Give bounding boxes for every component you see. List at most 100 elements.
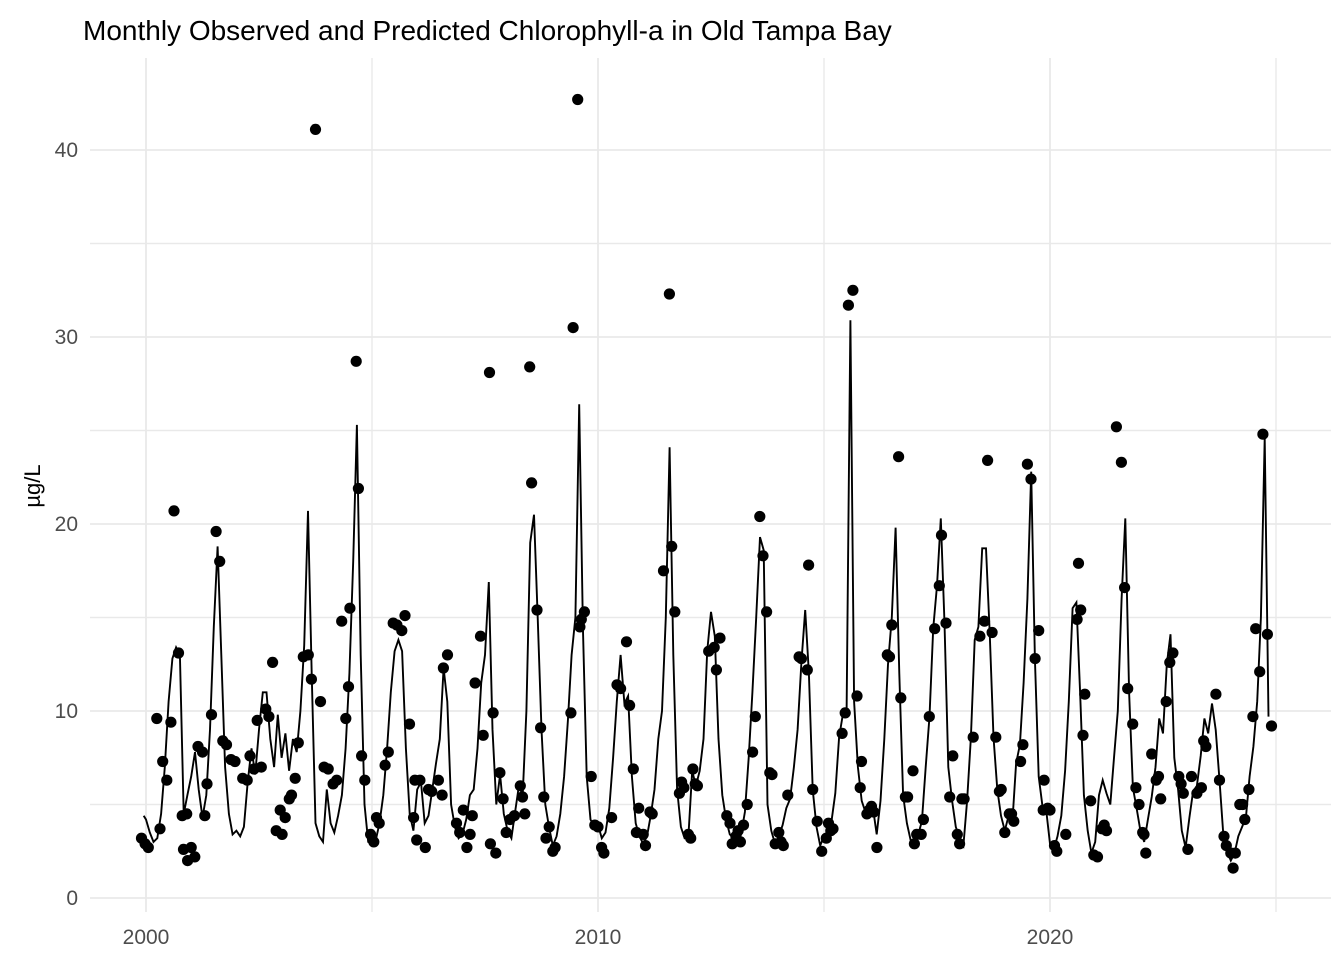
observed-point [1265, 720, 1278, 732]
observed-point [567, 322, 579, 334]
observed-point [305, 673, 317, 685]
observed-point [923, 711, 935, 723]
observed-point [1130, 782, 1142, 794]
observed-point [1243, 783, 1255, 796]
observed-point [766, 769, 778, 781]
observed-point [302, 649, 314, 661]
observed-point [678, 782, 690, 794]
observed-point [1250, 623, 1262, 635]
observed-point [1152, 770, 1165, 783]
observed-point [714, 632, 726, 644]
observed-point [639, 840, 652, 852]
observed-point [710, 664, 723, 676]
observed-point [795, 653, 808, 665]
observed-point [181, 808, 193, 820]
observed-point [1017, 739, 1029, 751]
observed-point [411, 834, 423, 846]
observed-point [585, 770, 597, 783]
observed-point [352, 482, 364, 495]
observed-point [426, 785, 438, 798]
observed-point [637, 828, 649, 841]
observed-point [399, 610, 411, 622]
observed-point [747, 746, 759, 758]
observed-point [886, 619, 898, 631]
y-axis-tick-labels: 0 10 20 30 40 [55, 139, 78, 910]
observed-point [754, 510, 766, 523]
observed-point [414, 774, 426, 786]
observed-point [847, 284, 859, 296]
observed-point [309, 123, 322, 135]
observed-point [761, 606, 773, 618]
observed-point [851, 690, 863, 702]
observed-point [990, 731, 1002, 743]
observed-point [685, 832, 697, 844]
observed-point [1085, 795, 1097, 807]
observed-point [531, 604, 543, 616]
observed-point [871, 841, 883, 854]
observed-point [839, 707, 851, 719]
y-tick-label: 0 [66, 887, 78, 910]
observed-point [1175, 778, 1187, 790]
observed-point [666, 540, 678, 553]
observed-point [724, 817, 736, 829]
observed-point [624, 699, 636, 712]
observed-point [1237, 798, 1249, 811]
observed-point [944, 791, 956, 803]
observed-point [1213, 774, 1226, 786]
observed-point [1182, 843, 1194, 856]
observed-point [1247, 711, 1259, 723]
observed-point [1140, 847, 1152, 859]
observed-point [1029, 653, 1041, 665]
observed-point [450, 817, 463, 829]
observed-point [359, 774, 371, 786]
observed-point [279, 812, 291, 824]
observed-point [598, 847, 610, 859]
observed-point [578, 606, 591, 618]
observed-point [344, 602, 356, 614]
observed-point [484, 838, 496, 850]
observed-point [1071, 613, 1083, 626]
observed-point [189, 851, 201, 863]
observed-point [1185, 770, 1198, 783]
observed-point [954, 838, 966, 850]
observed-point [958, 793, 970, 805]
observed-point [464, 828, 476, 841]
observed-point [606, 812, 618, 824]
observed-point [373, 817, 385, 829]
observed-point [1060, 828, 1072, 841]
observed-point [1239, 813, 1251, 826]
observed-point [432, 774, 444, 786]
observed-point [855, 755, 868, 768]
observed-point [220, 739, 233, 751]
observed-point [1044, 804, 1056, 816]
observed-point [1033, 625, 1045, 637]
observed-point [633, 802, 645, 814]
observed-point [477, 729, 489, 741]
observed-point [469, 677, 481, 689]
observed-point [1177, 787, 1189, 799]
observed-point [827, 823, 839, 835]
observed-point [205, 709, 218, 721]
observed-point [620, 636, 633, 648]
observed-point [437, 662, 449, 674]
observed-point [691, 780, 704, 792]
observed-point [474, 630, 487, 642]
observed-point [978, 615, 991, 627]
observed-point [1115, 456, 1127, 468]
observed-point [454, 826, 466, 839]
observed-point [322, 763, 334, 775]
observed-point [154, 823, 166, 835]
observed-point [356, 750, 368, 762]
observed-point [1167, 647, 1179, 659]
observed-point [368, 836, 380, 848]
x-tick-label: 2020 [1027, 926, 1074, 949]
observed-point [1200, 740, 1212, 753]
observed-point [1038, 774, 1050, 786]
observed-point [908, 838, 921, 850]
major-gridlines [90, 58, 1331, 912]
observed-point [172, 647, 185, 659]
observed-point [526, 477, 538, 489]
observed-point [1079, 688, 1091, 700]
